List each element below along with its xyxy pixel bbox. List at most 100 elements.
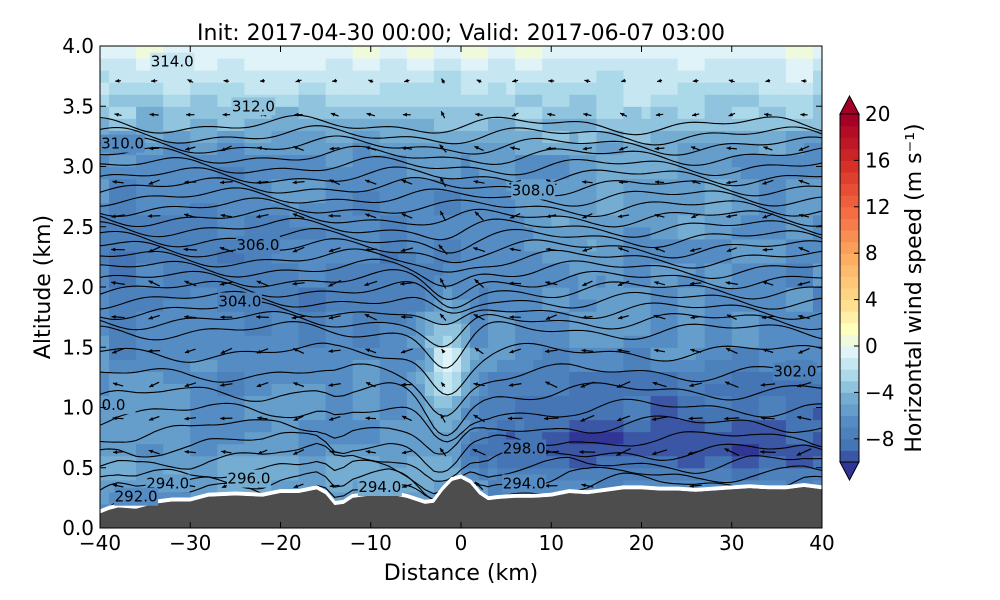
y-tick-label: 1.0 [62,396,94,420]
wind-arrow-head [366,382,371,386]
wind-arrow-head [798,179,803,184]
isentrope-line [100,187,822,207]
contour-label-bg [100,134,145,153]
wind-arrow-head [293,382,298,386]
wind-arrow-head [690,348,695,353]
wind-arrow-head [368,79,373,84]
wind-arrow-head [760,382,765,387]
colorbar-label: Horizontal wind speed (m s⁻¹) [902,123,927,452]
wind-arrow-head [798,213,804,218]
plot-area: 314.0 312.0 310.0 308.0 306.0 304.0 302.0 0.0 29… [100,46,822,528]
contour-label: 0.0 [102,396,126,414]
wind-arrow-head [546,214,551,218]
wind-arrow-head [364,282,369,287]
colorbar-segment [840,415,859,428]
wind-arrow-head [692,112,697,117]
wind-arrow-head [293,146,298,150]
colorbar-segment [840,253,859,266]
wind-arrow-head [149,383,154,387]
wind-arrow-head [762,348,767,353]
y-tick-label: 3.5 [62,94,94,118]
isentrope-line [100,217,822,241]
wind-arrow-head [440,313,445,319]
colorbar-segment [840,288,859,301]
colorbar-segment [840,114,859,127]
contour-label: 314.0 [151,53,194,71]
colorbar-segment [840,206,859,219]
wind-arrow-head [222,112,227,117]
wind-arrow-head [366,112,372,117]
wind-arrow-head [257,416,262,421]
isentrope-line [100,415,822,455]
wind-arrow-head [797,383,802,388]
wind-arrow-head [185,146,190,151]
colorbar-segment [840,450,859,463]
wind-arrow-head [509,247,514,252]
wind-arrow-head [440,278,444,283]
wind-arrow-head [726,248,732,252]
wind-arrow-head [474,211,480,216]
wind-arrow-head [441,382,446,387]
wind-arrow-head [654,247,659,251]
wind-arrow-head [618,315,623,320]
wind-arrow-head [765,78,770,83]
wind-arrow-head [654,146,659,151]
wind-arrow-head [761,315,767,320]
wind-arrow-head [184,213,189,218]
wind-arrow-head [295,78,301,83]
wind-arrow-head [546,146,551,151]
wind-arrow-head [402,112,407,117]
wind-arrow-head [547,112,552,117]
wind-arrow-head [149,112,154,117]
isentrope-line [100,269,822,300]
isentrope-line [100,145,822,166]
colorbar: −8 −4 0 4 8 12 16 20 [839,94,894,482]
wind-speed-field [100,46,822,528]
wind-arrow-head [690,315,695,320]
wind-arrow-head [582,248,587,252]
wind-arrow-head [220,315,225,320]
isentrope-line [100,207,822,228]
colorbar-segment [840,311,859,324]
colorbar-segment [840,160,859,173]
wind-arrow-head [475,481,480,487]
wind-arrow-head [257,450,263,455]
wind-arrow-head [762,180,767,185]
colorbar-segment [840,369,859,382]
wind-arrow-head [692,78,698,83]
wind-arrow-head [184,450,189,454]
wind-arrow-head [112,416,117,421]
wind-arrow-head [582,282,587,286]
isentrope-line [100,156,822,177]
wind-arrow-head [220,383,225,387]
wind-arrow-head [507,416,512,421]
isentrope-contours [100,114,822,514]
wind-arrow-head [472,449,478,453]
wind-arrow-head [328,282,333,287]
wind-arrow-head [364,247,369,252]
x-tick-label: 20 [629,531,654,555]
contour-label-bg [357,478,402,496]
wind-arrow-head [582,180,587,184]
wind-arrow-head [328,315,334,320]
colorbar-tick-label: 12 [865,195,890,219]
wind-arrow-head [690,180,696,184]
contour-label: 296.0 [227,470,270,488]
wind-arrow-head [441,78,446,84]
wind-arrow-head [148,248,153,253]
wind-arrow-head [332,78,337,83]
wind-arrow-head [726,146,731,151]
y-tick-label: 3.0 [62,155,94,179]
isentrope-line [100,280,822,309]
colorbar-segment [840,125,859,138]
wind-arrow-head [798,349,803,354]
wind-arrow-head [798,247,804,251]
wind-arrow-head [111,247,116,252]
colorbar-segment [840,264,859,277]
wind-arrow-head [616,452,621,456]
wind-arrow-head [762,247,767,252]
wind-arrow-head [762,281,767,285]
wind-arrow-head [400,248,406,253]
wind-arrow-head [584,79,589,84]
wind-arrow-head [402,484,407,488]
